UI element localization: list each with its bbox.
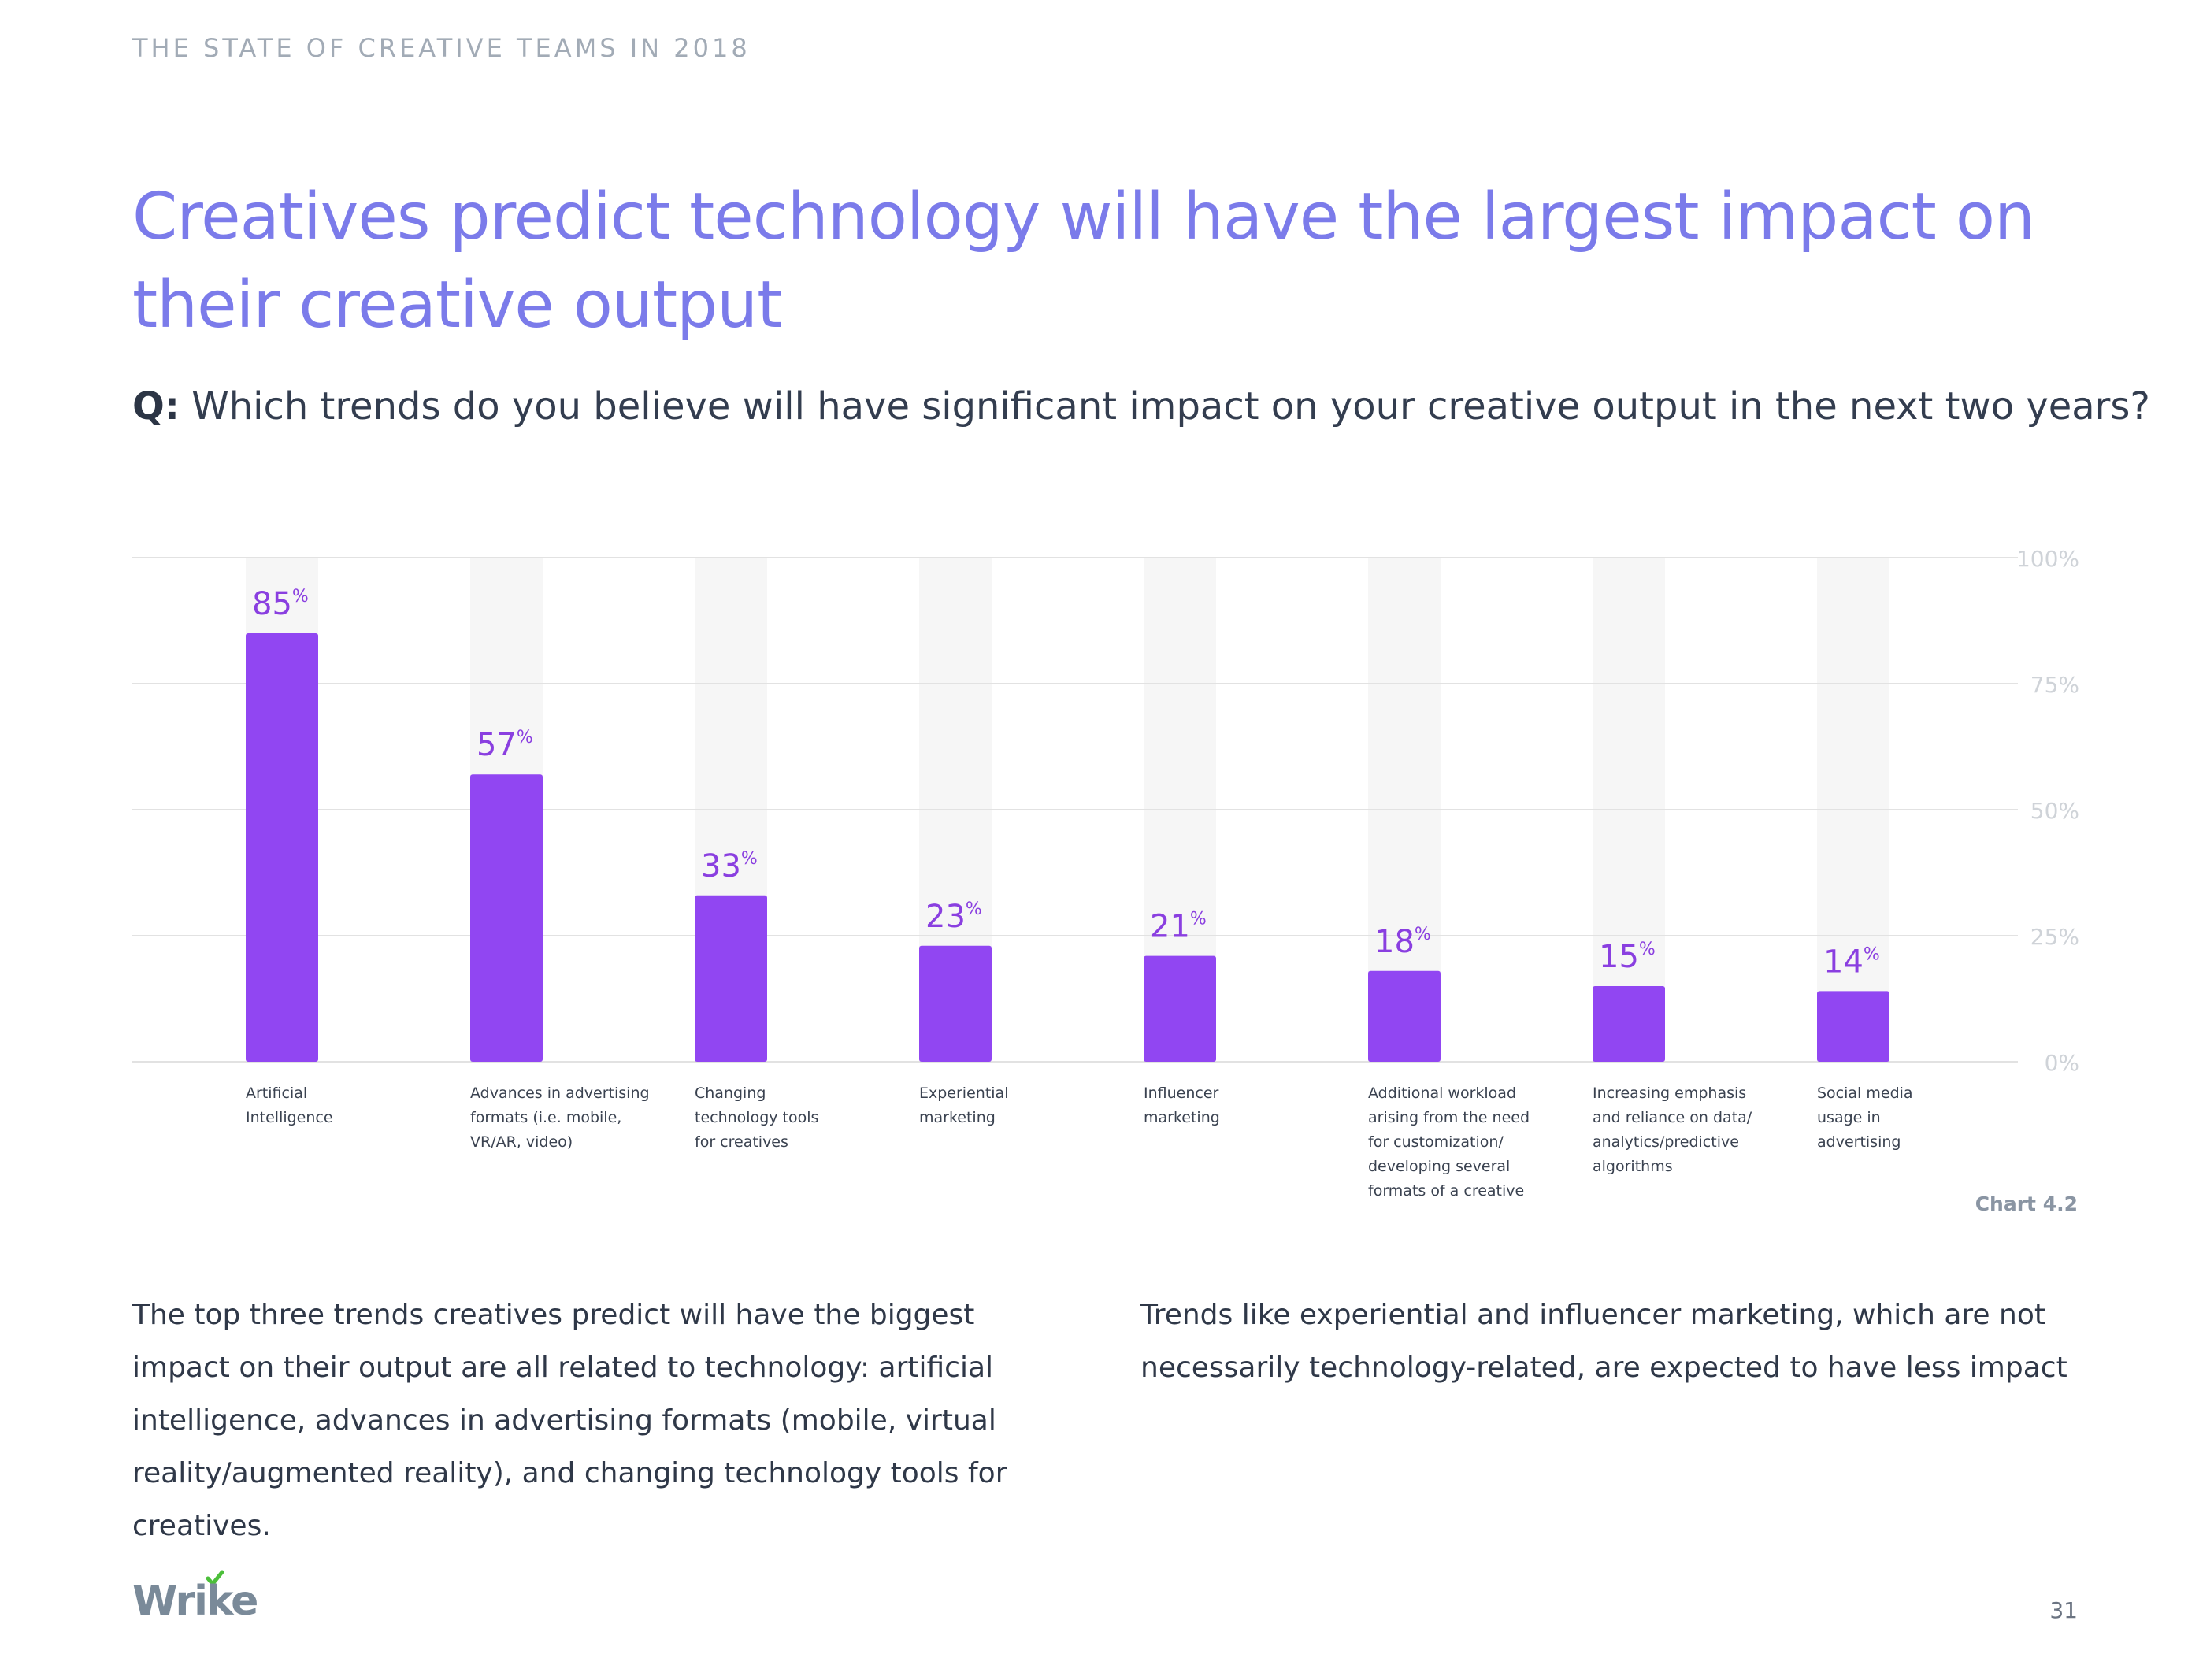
body-text-left: The top three trends creatives predict w… [132, 1299, 1007, 1542]
logo-checkmark-icon [206, 1570, 224, 1586]
question-prefix: Q: [132, 384, 180, 428]
y-tick-label: 50% [2030, 798, 2079, 824]
bar [1144, 955, 1216, 1062]
bar [470, 774, 543, 1062]
data-label: 15% [1599, 939, 1656, 975]
data-label: 85% [252, 586, 309, 622]
data-label: 23% [925, 899, 982, 935]
page-title: Creatives predict technology will have t… [132, 180, 2035, 343]
x-category-label: Artificial Intelligence [246, 1085, 333, 1126]
chart-caption: Chart 4.2 [1975, 1192, 2078, 1215]
survey-question: Q: Which trends do you believe will have… [132, 384, 2150, 428]
bar [919, 945, 992, 1062]
y-tick-label: 75% [2030, 672, 2079, 698]
data-label: 57% [477, 727, 533, 763]
question-text: Which trends do you believe will have si… [180, 384, 2150, 428]
page-number: 31 [2049, 1597, 2078, 1623]
report-eyebrow: THE STATE OF CREATIVE TEAMS IN 2018 [132, 33, 751, 63]
x-category-label: Changing technology tools for creatives [695, 1085, 818, 1151]
x-category-label: Influencer marketing [1144, 1085, 1220, 1126]
bar [246, 633, 318, 1062]
y-tick-label: 0% [2045, 1050, 2079, 1076]
logo-wordmark: Wrike [132, 1578, 257, 1623]
data-label: 14% [1823, 944, 1880, 980]
bar [1593, 986, 1665, 1062]
x-category-label: Increasing emphasis and reliance on data/… [1593, 1085, 1752, 1175]
bar [1368, 970, 1441, 1062]
body-text-right: Trends like experiential and influencer … [1140, 1299, 2067, 1384]
y-tick-label: 25% [2030, 924, 2079, 950]
y-tick-label: 100% [2016, 546, 2079, 572]
wrike-logo: Wrike [132, 1570, 258, 1623]
x-category-label: Additional workload arising from the need… [1368, 1085, 1530, 1200]
data-label: 18% [1374, 924, 1431, 960]
x-category-label: Advances in advertising formats (i.e. mob… [470, 1085, 650, 1151]
data-label: 21% [1150, 909, 1207, 945]
x-category-label: Social media usage in advertising [1817, 1085, 1913, 1151]
data-label: 33% [701, 848, 758, 885]
x-category-label: Experiential marketing [919, 1085, 1008, 1126]
bar [695, 895, 767, 1062]
bar [1817, 991, 1889, 1062]
